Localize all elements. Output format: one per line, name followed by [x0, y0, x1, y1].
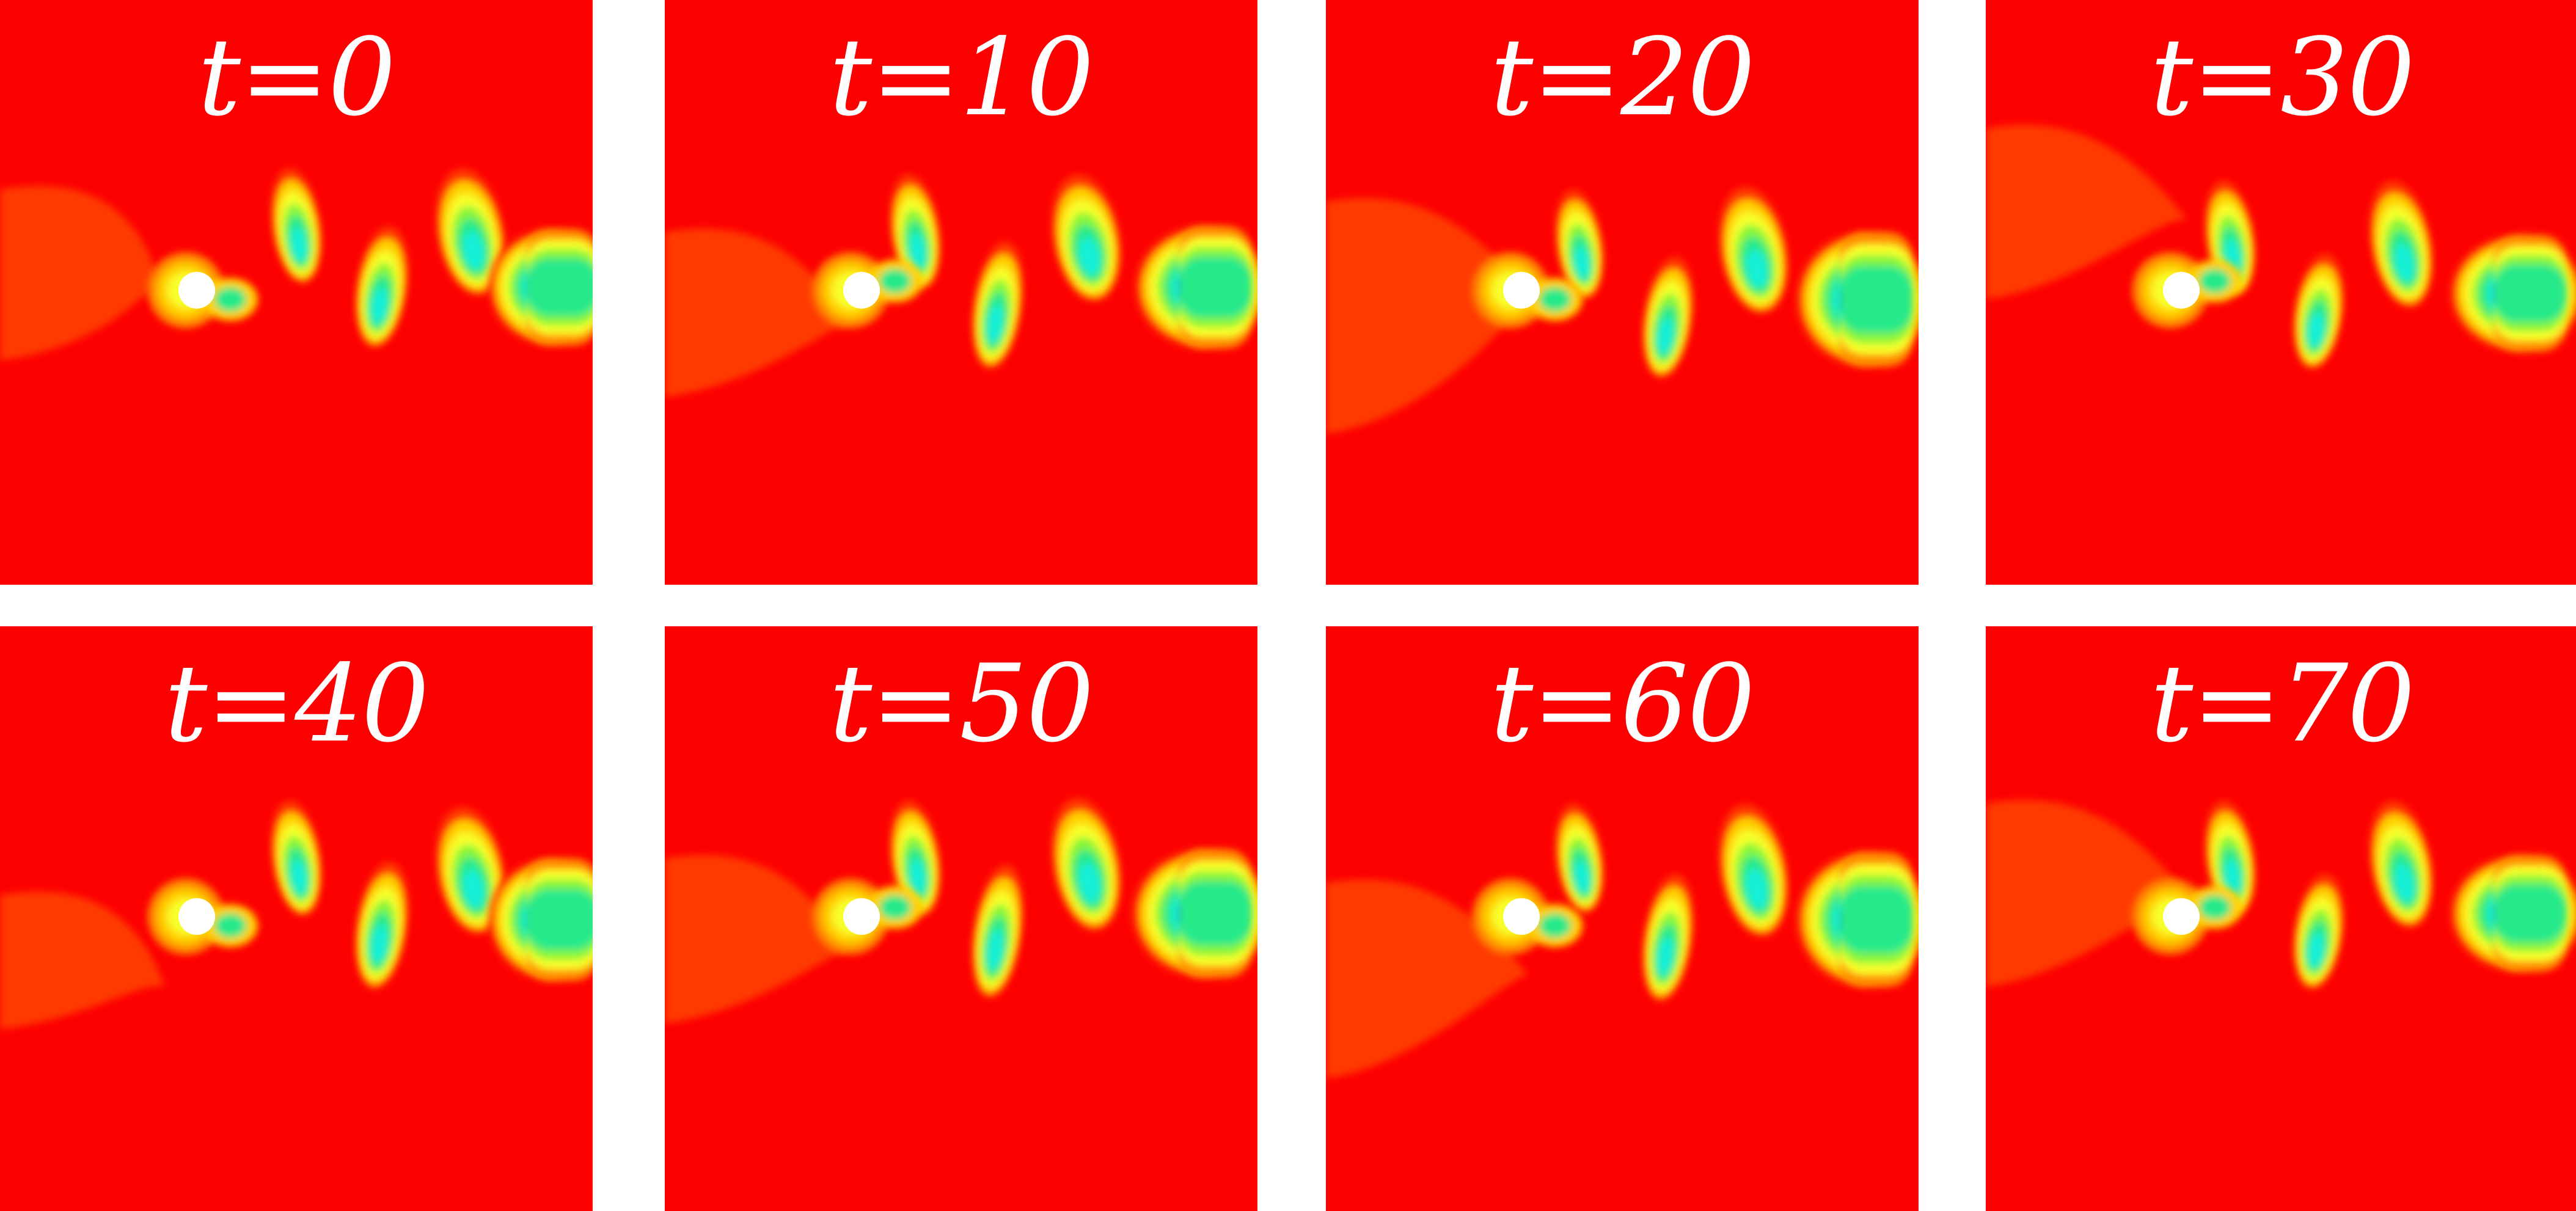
wake-band [2493, 855, 2566, 971]
contour-field [0, 0, 593, 585]
wake-vortex [2369, 181, 2434, 308]
wake-vortex [2293, 874, 2344, 990]
wake-vortex [2293, 254, 2344, 370]
wake-band [1839, 852, 1912, 987]
time-label: t=10 [829, 16, 1094, 140]
wake-vortex [971, 865, 1024, 999]
wake-band [1178, 226, 1251, 348]
time-label: t=60 [1490, 642, 1755, 766]
cylinder [1503, 272, 1540, 309]
wake-vortex [1555, 189, 1604, 299]
wake-vortex [1051, 175, 1122, 302]
wake-band [1839, 232, 1912, 367]
wake-vortex [271, 800, 322, 916]
wake-vortex [435, 807, 506, 934]
cylinder [2163, 898, 2200, 935]
time-label: t=20 [1490, 16, 1755, 140]
contour-field [1986, 626, 2576, 1211]
wake-vortex [1642, 874, 1694, 1002]
wake-vortex [435, 169, 506, 296]
snapshot-panel: t=70 [1986, 626, 2576, 1211]
time-label: t=70 [2150, 642, 2415, 766]
wake-vortex [1718, 804, 1789, 937]
contour-field [1326, 626, 1919, 1211]
wake-vortex [1718, 187, 1789, 314]
cylinder [178, 272, 215, 309]
cylinder [2163, 272, 2200, 309]
wake-vortex [971, 241, 1024, 370]
cylinder [1503, 898, 1540, 935]
cylinder [178, 898, 215, 935]
upstream-region [1986, 800, 2187, 987]
wake-band [1178, 849, 1251, 978]
wake-vortex [2205, 800, 2256, 916]
contour-field [1326, 0, 1919, 585]
upstream-region [665, 229, 848, 397]
cylinder [843, 272, 880, 309]
wake-band [525, 858, 593, 981]
snapshot-panel: t=0 [0, 0, 593, 585]
upstream-region [1326, 198, 1528, 434]
contour-field [665, 0, 1257, 585]
cylinder [843, 898, 880, 935]
upstream-region [1986, 125, 2187, 299]
time-label: t=50 [829, 642, 1094, 766]
snapshot-panel: t=20 [1326, 0, 1919, 585]
upstream-region [665, 855, 848, 1023]
time-label: t=30 [2150, 16, 2415, 140]
time-label: t=40 [164, 642, 430, 766]
wake-vortex [2205, 180, 2256, 296]
wake-vortex [1642, 257, 1694, 379]
wake-vortex [1051, 798, 1122, 931]
wake-band [525, 229, 593, 345]
snapshot-panel: t=10 [665, 0, 1257, 585]
wake-vortex [271, 168, 322, 284]
wake-vortex [355, 226, 409, 348]
wake-vortex [354, 862, 409, 990]
contour-field [0, 626, 593, 1211]
contour-field [665, 626, 1257, 1211]
upstream-region [0, 186, 159, 360]
snapshot-panel: t=30 [1986, 0, 2576, 585]
wake-band [2493, 235, 2566, 351]
wake-vortex [1555, 803, 1604, 913]
time-label: t=0 [197, 16, 396, 140]
snapshot-panel: t=40 [0, 626, 593, 1211]
snapshot-panel: t=50 [665, 626, 1257, 1211]
wake-vortex [2369, 801, 2434, 928]
upstream-region [0, 891, 165, 1030]
snapshot-panel: t=60 [1326, 626, 1919, 1211]
contour-field [1986, 0, 2576, 585]
